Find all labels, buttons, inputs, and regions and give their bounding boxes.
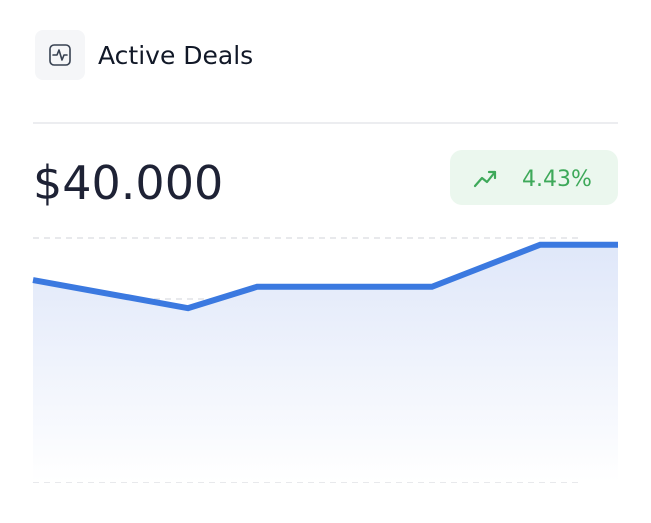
change-value: 4.43%: [522, 167, 592, 192]
area-fill: [33, 244, 618, 482]
chart: [32, 237, 618, 483]
line: [32, 241, 618, 312]
trend-icon: [473, 170, 497, 188]
pulse-icon: [49, 44, 71, 66]
trend-icon-head: [487, 170, 497, 180]
change-badge: [450, 150, 618, 205]
main-value: $40.000: [33, 156, 223, 210]
card-title: Active Deals: [98, 41, 253, 70]
